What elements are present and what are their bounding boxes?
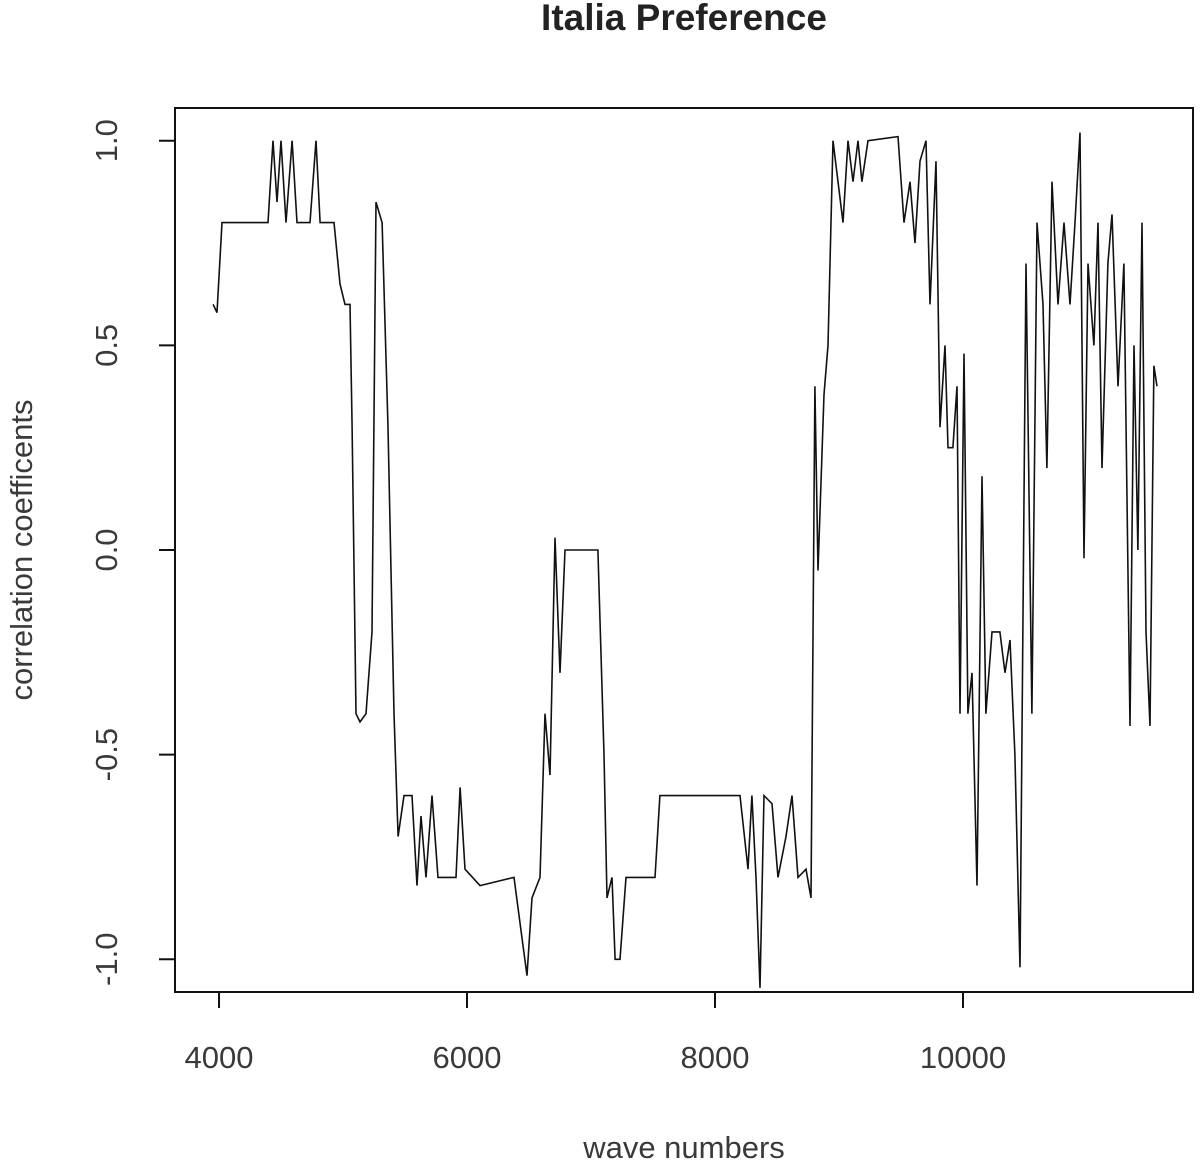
- x-axis-label: wave numbers: [582, 1130, 785, 1165]
- y-axis-label: correlation coefficents: [4, 400, 39, 701]
- y-tick-label: 1.0: [89, 119, 124, 162]
- y-tick-label: -1.0: [89, 933, 124, 986]
- y-tick-label: -0.5: [89, 728, 124, 781]
- y-tick-label: 0.5: [89, 324, 124, 367]
- chart-title: Italia Preference: [541, 0, 827, 38]
- x-tick-label: 4000: [185, 1040, 254, 1075]
- x-tick-label: 6000: [433, 1040, 502, 1075]
- x-tick-label: 8000: [681, 1040, 750, 1075]
- y-tick-label: 0.0: [89, 528, 124, 571]
- x-tick-label: 10000: [920, 1040, 1006, 1075]
- plot-frame: [174, 107, 1194, 993]
- data-line: [212, 132, 1158, 988]
